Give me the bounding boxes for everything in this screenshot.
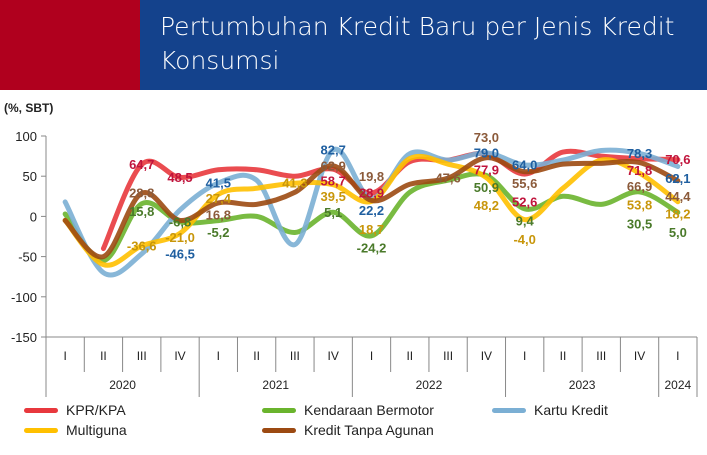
data-label: -21,0 xyxy=(165,230,195,245)
quarter-label: I xyxy=(63,349,66,363)
quarter-label: II xyxy=(560,349,567,363)
legend-swatch xyxy=(262,407,296,413)
data-label: 19,8 xyxy=(359,169,384,184)
legend-swatch xyxy=(262,427,296,433)
legend-item: Kendaraan Bermotor xyxy=(262,402,434,418)
data-label: 77,9 xyxy=(474,162,499,177)
data-label: 62,1 xyxy=(665,171,690,186)
y-tick-label: 0 xyxy=(30,209,37,224)
data-label: 64,7 xyxy=(129,157,154,172)
quarter-label: I xyxy=(370,349,373,363)
quarter-label: III xyxy=(137,349,147,363)
data-label: -5,2 xyxy=(207,225,229,240)
quarter-label: III xyxy=(596,349,606,363)
data-label: 41,5 xyxy=(206,176,231,191)
year-label: 2020 xyxy=(109,378,136,392)
data-label: 28,9 xyxy=(359,186,384,201)
year-label: 2021 xyxy=(262,378,289,392)
quarter-label: I xyxy=(217,349,220,363)
data-label: 55,6 xyxy=(512,176,537,191)
legend-swatch xyxy=(24,407,58,413)
quarter-label: III xyxy=(443,349,453,363)
data-label: 41,3 xyxy=(282,176,307,191)
data-label: 78,3 xyxy=(627,146,652,161)
y-tick-label: 100 xyxy=(15,129,37,144)
data-label: 18,7 xyxy=(359,222,384,237)
quarter-label: I xyxy=(676,349,679,363)
data-label: 62,9 xyxy=(321,158,346,173)
legend-label: Multiguna xyxy=(66,422,127,438)
header-blue-block xyxy=(140,0,707,90)
data-label: 22,2 xyxy=(359,203,384,218)
data-label: 70,6 xyxy=(665,152,690,167)
quarter-label: IV xyxy=(328,349,339,363)
data-label: 79,0 xyxy=(474,145,499,160)
data-label: 52,6 xyxy=(512,195,537,210)
quarter-label: I xyxy=(523,349,526,363)
chart-title: Pertumbuhan Kredit Baru per Jenis Kredit… xyxy=(160,12,675,75)
year-label: 2024 xyxy=(665,378,692,392)
legend-label: KPR/KPA xyxy=(66,402,126,418)
series-line-kartu-kredit xyxy=(62,146,681,278)
data-label: 16,8 xyxy=(206,207,231,222)
y-tick-label: -150 xyxy=(11,330,37,345)
data-label: 53,8 xyxy=(627,198,652,213)
data-label: 27,4 xyxy=(206,191,232,206)
data-label: 73,0 xyxy=(474,130,499,145)
data-label: 28,8 xyxy=(129,186,154,201)
legend-swatch xyxy=(492,407,526,413)
year-label: 2022 xyxy=(416,378,443,392)
data-label: 9,4 xyxy=(516,213,535,228)
data-label: 48,5 xyxy=(167,170,192,185)
y-axis-unit: (%, SBT) xyxy=(4,101,54,115)
legend: KPR/KPA Kendaraan Bermotor Kartu Kredit Mul… xyxy=(0,400,707,450)
data-label: 30,5 xyxy=(627,216,652,231)
data-label: 39,5 xyxy=(321,189,346,204)
data-label: -24,2 xyxy=(357,240,387,255)
legend-item: Kredit Tanpa Agunan xyxy=(262,422,434,438)
data-label: -36,6 xyxy=(127,238,157,253)
legend-label: Kredit Tanpa Agunan xyxy=(304,422,434,438)
data-label: 66,9 xyxy=(627,179,652,194)
series-line-kredit-tanpa-agunan xyxy=(62,155,681,260)
y-tick-label: -100 xyxy=(11,290,37,305)
data-label: 50,9 xyxy=(474,180,499,195)
series-line-kendaraan-bermotor xyxy=(62,171,681,264)
quarter-label: IV xyxy=(174,349,185,363)
quarter-label: III xyxy=(290,349,300,363)
data-label: 64,0 xyxy=(512,157,537,172)
data-label: 58,7 xyxy=(321,174,346,189)
quarter-label: IV xyxy=(634,349,645,363)
quarter-label: II xyxy=(100,349,107,363)
header-red-block xyxy=(0,0,140,90)
legend-item: Multiguna xyxy=(24,422,127,438)
quarter-label: II xyxy=(406,349,413,363)
data-label: -6,8 xyxy=(169,214,191,229)
data-label: 18,2 xyxy=(665,206,690,221)
year-label: 2023 xyxy=(569,378,596,392)
data-label: 5,0 xyxy=(669,225,687,240)
data-label: 48,2 xyxy=(474,198,499,213)
data-label: -46,5 xyxy=(165,246,195,261)
data-label: 44,4 xyxy=(665,189,691,204)
data-label: 71,8 xyxy=(627,163,652,178)
data-label: 15,8 xyxy=(129,204,154,219)
data-label: -4,0 xyxy=(513,232,535,247)
quarter-label: IV xyxy=(481,349,492,363)
data-label: 47,6 xyxy=(435,171,460,186)
y-tick-label: -50 xyxy=(18,250,37,265)
data-label: 5,1 xyxy=(324,205,342,220)
legend-swatch xyxy=(24,427,58,433)
legend-item: KPR/KPA xyxy=(24,402,126,418)
data-label: 82,7 xyxy=(321,142,346,157)
legend-label: Kartu Kredit xyxy=(534,402,608,418)
legend-label: Kendaraan Bermotor xyxy=(304,402,434,418)
quarter-label: II xyxy=(253,349,260,363)
y-tick-label: 50 xyxy=(23,169,37,184)
legend-item: Kartu Kredit xyxy=(492,402,608,418)
